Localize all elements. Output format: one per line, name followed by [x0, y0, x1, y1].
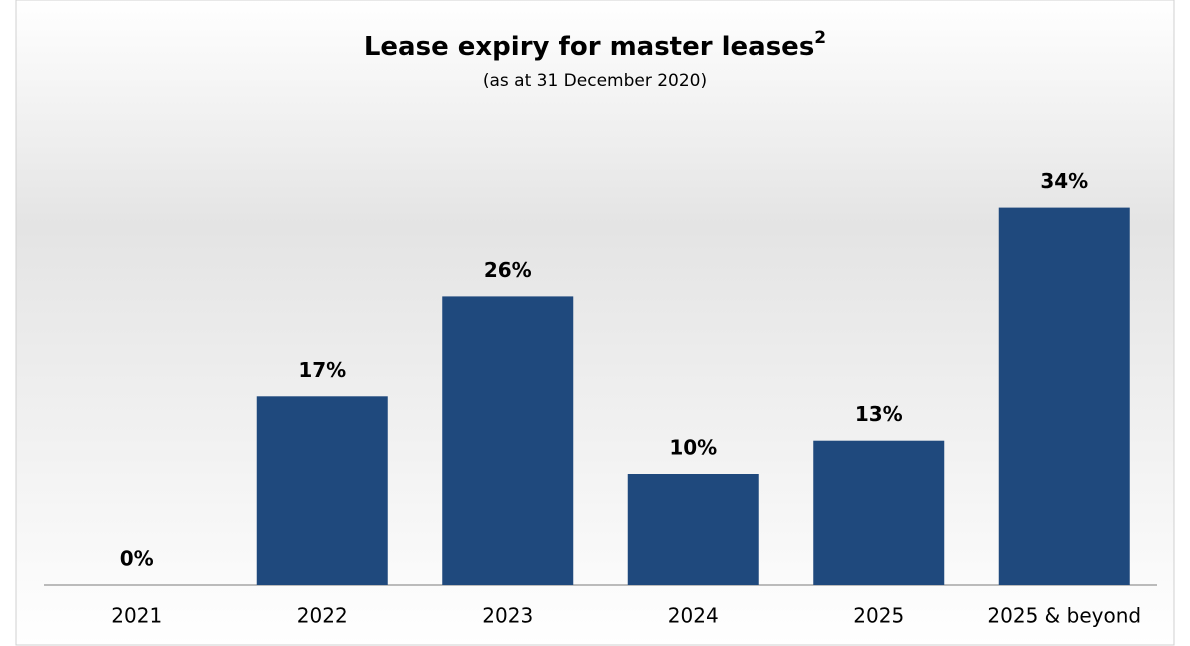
bar: [442, 296, 574, 585]
title-text: Lease expiry for master leases: [364, 32, 814, 62]
title-superscript: 2: [814, 28, 826, 48]
chart-title: Lease expiry for master leases2: [364, 28, 826, 62]
bar: [256, 396, 388, 585]
x-tick-label: 2021: [111, 604, 162, 628]
bar: [998, 207, 1130, 585]
chart-subtitle: (as at 31 December 2020): [483, 71, 707, 91]
chart-frame: [15, 0, 1175, 646]
bar: [813, 440, 945, 585]
bar: [627, 474, 759, 585]
x-tick-label: 2022: [297, 604, 348, 628]
value-label: 0%: [120, 547, 154, 571]
value-label: 10%: [669, 436, 717, 460]
x-tick-label: 2023: [482, 604, 533, 628]
x-tick-label: 2024: [668, 604, 719, 628]
value-label: 13%: [855, 402, 903, 426]
value-label: 26%: [484, 258, 532, 282]
value-label: 17%: [298, 358, 346, 382]
x-tick-label: 2025 & beyond: [987, 604, 1141, 628]
x-tick-label: 2025: [853, 604, 904, 628]
value-label: 34%: [1040, 169, 1088, 193]
